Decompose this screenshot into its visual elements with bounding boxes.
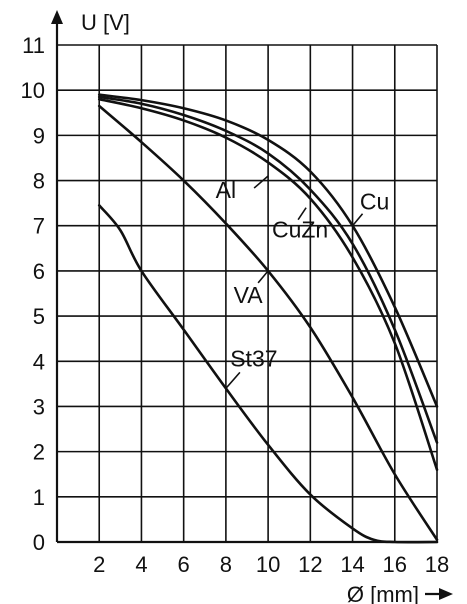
leader-line-cu (351, 213, 364, 227)
y-tick-label-0: 0 (33, 530, 45, 555)
y-axis-label: U [V] (81, 10, 130, 35)
y-axis-arrow (51, 10, 63, 24)
y-tick-label-8: 8 (33, 169, 45, 194)
y-tick-label-10: 10 (21, 78, 45, 103)
leader-line-st37 (225, 371, 241, 389)
y-tick-label-4: 4 (33, 349, 45, 374)
series-line-al (97, 95, 439, 444)
series-line-cu (97, 93, 439, 408)
leader-line-al (253, 175, 269, 189)
series-layer (97, 93, 439, 544)
x-tick-label-14: 14 (340, 552, 364, 577)
x-tick-label-10: 10 (256, 552, 280, 577)
x-tick-label-2: 2 (93, 552, 105, 577)
x-tick-label-18: 18 (425, 552, 449, 577)
y-tick-label-6: 6 (33, 259, 45, 284)
y-tick-label-11: 11 (22, 33, 45, 58)
series-label-st37: St37 (230, 345, 277, 371)
y-tick-label-5: 5 (33, 304, 45, 329)
label-layer: Al CuZn Cu VA St37 (216, 175, 389, 389)
y-tick-label-3: 3 (33, 394, 45, 419)
x-axis-arrow (439, 588, 453, 600)
grid-layer (57, 44, 438, 542)
x-tick-label-16: 16 (383, 552, 407, 577)
series-label-cu: Cu (360, 189, 389, 215)
x-axis-label: Ø [mm] (347, 582, 419, 604)
x-tick-label-6: 6 (178, 552, 190, 577)
x-tick-label-8: 8 (220, 552, 232, 577)
y-tick-label-7: 7 (33, 214, 45, 239)
series-label-cuzn: CuZn (272, 217, 328, 243)
y-tick-label-2: 2 (33, 440, 45, 465)
y-tick-label-1: 1 (33, 485, 45, 510)
leader-line-va (257, 270, 269, 284)
series-line-va (97, 104, 439, 542)
series-label-va: VA (234, 282, 264, 308)
leader-line-cuzn (297, 207, 307, 221)
series-line-cuzn (97, 97, 439, 472)
x-tick-label-12: 12 (298, 552, 322, 577)
x-tick-label-4: 4 (135, 552, 147, 577)
y-tick-label-9: 9 (33, 123, 45, 148)
series-line-st37 (97, 204, 439, 544)
series-label-al: Al (216, 177, 236, 203)
